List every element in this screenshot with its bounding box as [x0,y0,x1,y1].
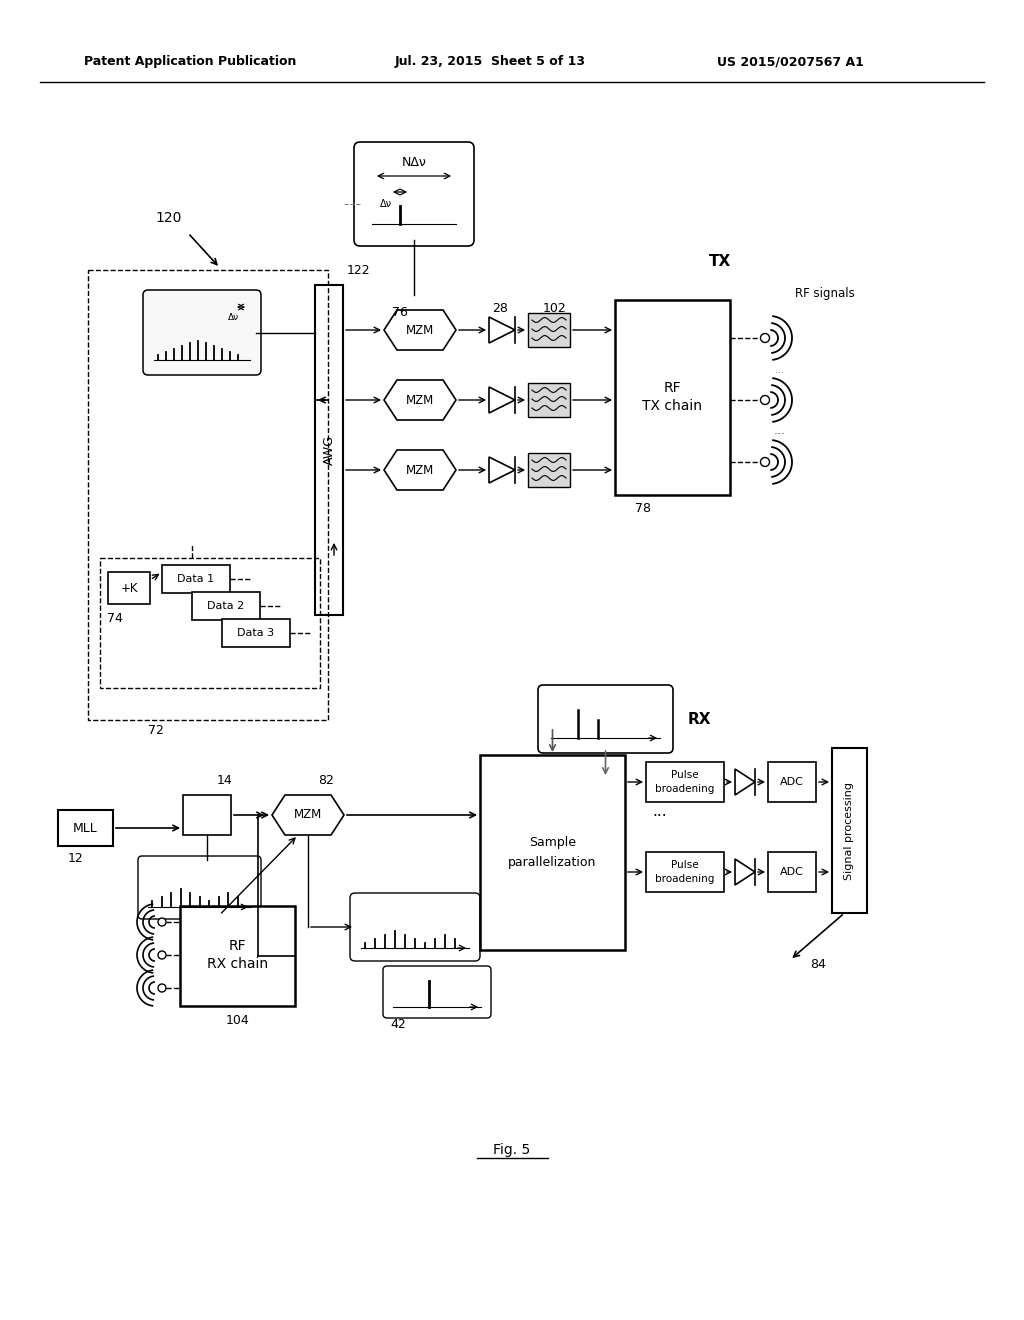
Text: US 2015/0207567 A1: US 2015/0207567 A1 [717,55,863,69]
Text: RF: RF [228,939,247,953]
Text: ...: ... [652,804,668,820]
FancyBboxPatch shape [180,906,295,1006]
Text: 122: 122 [347,264,371,277]
Text: Patent Application Publication: Patent Application Publication [84,55,296,69]
Text: ...: ... [774,424,786,437]
Polygon shape [489,317,515,343]
Circle shape [158,983,166,993]
Text: 14: 14 [217,775,232,788]
Text: 102: 102 [543,301,567,314]
FancyBboxPatch shape [183,795,231,836]
Text: Data 2: Data 2 [208,601,245,611]
Polygon shape [735,770,755,795]
Text: NΔν: NΔν [401,156,426,169]
FancyBboxPatch shape [615,300,730,495]
Text: 76: 76 [392,305,408,318]
Text: MZM: MZM [294,808,323,821]
FancyBboxPatch shape [315,285,343,615]
Circle shape [761,396,769,404]
Text: Fig. 5: Fig. 5 [494,1143,530,1158]
Text: Data 3: Data 3 [238,628,274,638]
Text: Δν: Δν [380,199,392,209]
Text: Pulse: Pulse [671,770,698,780]
FancyBboxPatch shape [108,572,150,605]
FancyBboxPatch shape [350,894,480,961]
Text: ...: ... [775,366,784,375]
Circle shape [158,950,166,960]
FancyBboxPatch shape [646,851,724,892]
Text: Jul. 23, 2015  Sheet 5 of 13: Jul. 23, 2015 Sheet 5 of 13 [394,55,586,69]
FancyBboxPatch shape [193,591,260,620]
FancyBboxPatch shape [162,565,230,593]
Text: RX chain: RX chain [207,957,268,972]
Polygon shape [384,380,456,420]
FancyBboxPatch shape [143,290,261,375]
Text: RF: RF [664,380,681,395]
FancyBboxPatch shape [528,383,570,417]
Circle shape [761,458,769,466]
FancyBboxPatch shape [538,685,673,752]
Text: +K: +K [120,582,138,594]
FancyBboxPatch shape [222,619,290,647]
Text: TX: TX [709,255,731,269]
Text: ADC: ADC [780,867,804,876]
Text: MZM: MZM [406,393,434,407]
Text: AWG: AWG [323,436,336,465]
FancyBboxPatch shape [831,748,867,913]
Text: 28: 28 [493,301,508,314]
FancyBboxPatch shape [528,313,570,347]
FancyBboxPatch shape [646,762,724,803]
Text: broadening: broadening [655,874,715,884]
FancyBboxPatch shape [480,755,625,950]
Text: 104: 104 [225,1014,250,1027]
Text: Data 1: Data 1 [177,574,215,583]
Text: RF signals: RF signals [795,286,855,300]
FancyBboxPatch shape [768,762,816,803]
Text: 72: 72 [148,723,164,737]
Text: ADC: ADC [780,777,804,787]
Text: 74: 74 [108,611,123,624]
Text: Signal processing: Signal processing [845,781,854,879]
FancyBboxPatch shape [383,966,490,1018]
FancyBboxPatch shape [354,143,474,246]
Circle shape [761,334,769,342]
Text: MLL: MLL [73,821,98,834]
Text: broadening: broadening [655,784,715,795]
Text: 82: 82 [318,774,334,787]
Text: MZM: MZM [406,323,434,337]
Text: 42: 42 [390,1018,406,1031]
Polygon shape [272,795,344,836]
Text: 12: 12 [68,851,83,865]
Text: parallelization: parallelization [508,855,597,869]
FancyBboxPatch shape [768,851,816,892]
FancyBboxPatch shape [138,855,261,919]
Text: Pulse: Pulse [671,861,698,870]
Text: RX: RX [688,711,712,726]
Text: 84: 84 [810,958,826,972]
Text: TX chain: TX chain [642,399,702,412]
Text: 78: 78 [635,503,651,516]
Polygon shape [384,310,456,350]
FancyBboxPatch shape [528,453,570,487]
Polygon shape [735,859,755,884]
Polygon shape [489,387,515,413]
FancyBboxPatch shape [58,810,113,846]
Text: Δν: Δν [228,313,240,322]
Circle shape [158,917,166,927]
Polygon shape [384,450,456,490]
Text: MZM: MZM [406,463,434,477]
Text: Sample: Sample [529,836,575,849]
Polygon shape [489,457,515,483]
Text: 120: 120 [155,211,181,224]
